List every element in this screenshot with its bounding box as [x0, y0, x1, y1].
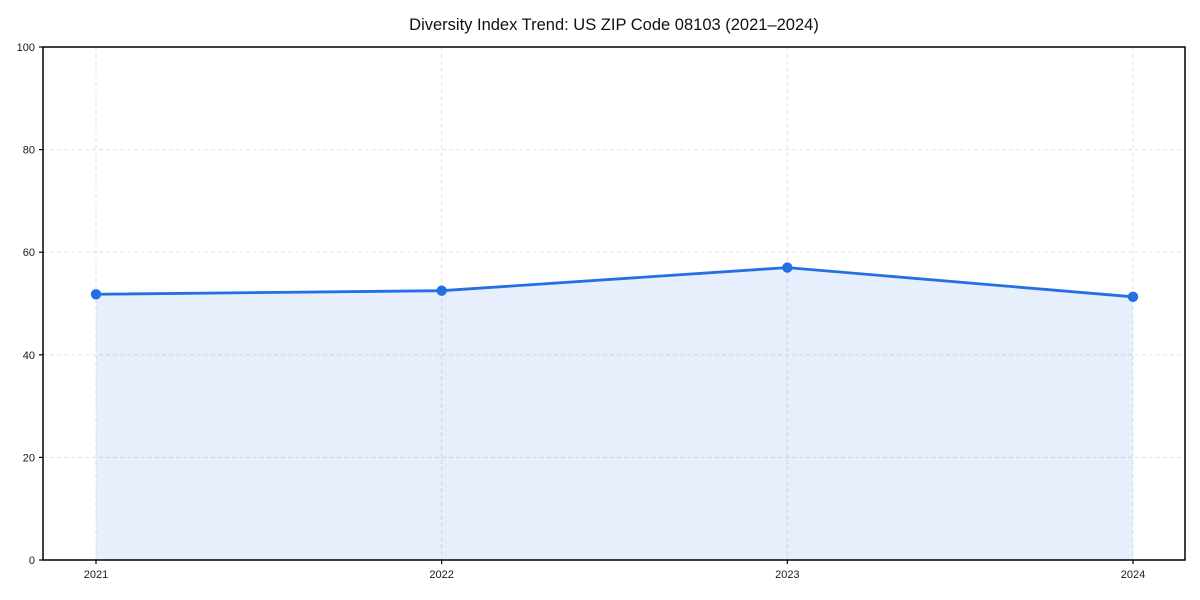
data-point-2024 [1127, 291, 1139, 303]
axis-tick-labels: 0 20 40 60 80 100 2021 2022 2023 2024 [17, 42, 1146, 581]
x-tick-label: 2024 [1121, 569, 1145, 581]
x-tick-label: 2023 [775, 569, 799, 581]
y-tick-label: 80 [23, 145, 35, 157]
trend-line [94, 266, 1135, 299]
x-tick-label: 2022 [429, 569, 453, 581]
y-tick-label: 100 [17, 42, 35, 54]
y-tick-label: 40 [23, 350, 35, 362]
plot-frame [42, 46, 1186, 561]
y-tick-label: 60 [23, 247, 35, 259]
x-tick-label: 2021 [84, 569, 108, 581]
chart-title: Diversity Index Trend: US ZIP Code 08103… [409, 16, 819, 34]
area-fill-layer [96, 267, 1133, 560]
y-tick-label: 20 [23, 452, 35, 464]
gridlines [43, 46, 1185, 561]
data-point-2021 [90, 289, 102, 300]
data-point-2023 [782, 262, 793, 273]
data-points-layer [90, 262, 1139, 303]
y-tick-label: 0 [29, 555, 35, 567]
trend-line-layer [94, 266, 1135, 299]
area-fill [96, 267, 1133, 560]
data-point-2022 [436, 285, 447, 296]
plot-border [42, 46, 1186, 561]
